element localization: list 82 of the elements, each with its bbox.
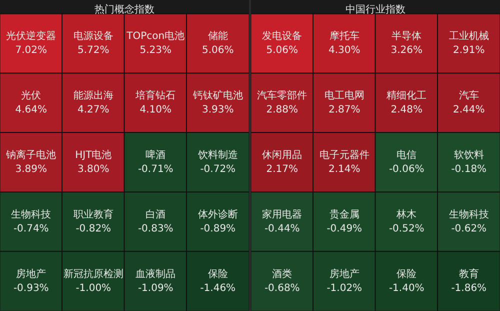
category-label: 休闲用品 [262,149,302,161]
category-label: 精细化工 [386,90,427,102]
data-label: -0.68% [264,282,300,294]
data-label: -1.46% [200,282,236,294]
category-label: 储能 [208,30,228,42]
data-label: -0.18% [451,164,487,175]
category-label: 培育钻石 [134,90,176,102]
category-label: 保险 [396,268,417,280]
data-label: -0.52% [388,223,424,234]
category-label: 汽车 [458,90,479,102]
category-label: 林木 [396,208,417,220]
category-label: 钙钛矿电池 [192,90,243,102]
text: 中国行业指数 [346,4,406,16]
category-label: 电工电网 [324,90,364,102]
data-label: -0.06% [388,164,424,175]
data-label: 4.10% [140,104,172,116]
data-label: 2.87% [328,104,360,116]
category-label: 酒类 [272,268,292,280]
data-label: -1.00% [76,282,112,294]
data-label: 2.88% [266,104,298,116]
data-label: -1.86% [451,282,487,294]
data-label: -0.62% [451,223,487,234]
text: 热门概念指数 [94,4,154,16]
data-label: 4.30% [328,45,360,56]
category-label: 电源设备 [73,30,114,42]
data-label: 2.17% [266,164,298,175]
category-label: 能源出海 [73,90,114,102]
category-label: 电子元器件 [319,149,370,161]
category-label: 白酒 [146,208,166,220]
data-label: 2.48% [390,104,423,116]
data-label: 5.06% [202,45,234,56]
category-label: 饮料制造 [196,149,238,161]
category-label: 教育 [458,268,479,280]
data-label: 3.26% [390,45,423,56]
data-label: 2.14% [328,164,360,175]
data-label: -0.74% [13,223,49,234]
category-label: 工业机械 [448,30,489,42]
category-label: 保险 [208,268,228,280]
category-label: 电信 [396,149,417,161]
category-label: 贵金属 [329,208,360,220]
data-label: -0.89% [200,223,236,234]
category-label: 体外诊断 [198,208,238,220]
data-label: 3.80% [77,164,110,175]
data-label: 4.27% [77,104,110,116]
category-label: 摩托车 [329,30,360,42]
data-label: 7.02% [15,45,48,56]
category-label: 生物科技 [448,208,489,220]
data-label: -0.83% [138,223,174,234]
category-label: 职业教育 [73,208,114,220]
category-label: 生物科技 [11,208,52,220]
data-label: 5.06% [266,45,298,56]
data-label: -1.09% [138,282,174,294]
category-label: HJT电池 [75,149,112,161]
category-label: 光伏逆变器 [6,30,56,42]
data-label: 2.91% [452,45,485,56]
category-label: 发电设备 [262,30,302,42]
category-label: 半导体 [392,30,422,42]
data-label: 5.72% [77,45,110,56]
category-label: 光伏 [21,90,42,102]
data-label: -0.72% [200,164,236,175]
category-label: 啤酒 [146,149,166,161]
data-label: -0.93% [13,282,49,294]
data-label: 3.93% [202,104,234,116]
category-label: 房地产 [329,268,360,280]
data-label: 2.44% [452,104,485,116]
data-label: -1.40% [388,282,424,294]
category-label: 软饮料 [454,149,484,161]
category-label: 汽车零部件 [257,90,308,102]
data-label: -0.49% [326,223,362,234]
category-label: 家用电器 [262,208,302,220]
data-label: 3.89% [15,164,48,175]
category-label: 血液制品 [136,268,176,280]
data-label: 4.64% [15,104,48,116]
data-label: -0.82% [76,223,112,234]
data-label: -0.44% [264,223,300,234]
category-label: 钠离子电池 [5,149,56,161]
category-label: 房地产 [16,268,46,280]
data-label: 5.23% [140,45,172,56]
data-label: -1.02% [326,282,362,294]
category-label: TOPcon电池 [126,30,185,42]
data-label: -0.71% [138,164,174,175]
category-label: 新冠抗原检测 [63,268,124,280]
